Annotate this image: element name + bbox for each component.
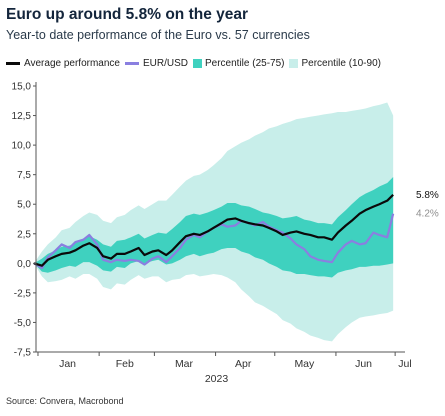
x-tick-label: May bbox=[294, 358, 315, 370]
y-tick-label: 15,0 bbox=[12, 82, 32, 93]
legend-swatch-p2575 bbox=[193, 58, 202, 68]
y-tick-label: -7,5 bbox=[14, 348, 32, 359]
y-tick-label: 2,5 bbox=[17, 229, 31, 240]
y-tick-label: 7,5 bbox=[17, 170, 31, 181]
x-tick-label: Feb bbox=[116, 358, 134, 370]
y-tick-label: -2,5 bbox=[14, 288, 32, 299]
legend-item-p1090: Percentile (10-90) bbox=[289, 57, 381, 69]
legend-item-average: Average performance bbox=[6, 58, 120, 69]
x-tick-label: Jan bbox=[59, 358, 76, 370]
end-label-eurusd: 4.2% bbox=[416, 209, 439, 220]
legend-label-p2575: Percentile (25-75) bbox=[205, 57, 285, 69]
y-tick-label: 12,5 bbox=[12, 111, 32, 122]
y-tick-label: 0,0 bbox=[17, 259, 31, 270]
chart-subtitle: Year-to date performance of the Euro vs.… bbox=[6, 28, 310, 42]
end-label-average: 5.8% bbox=[416, 190, 439, 201]
legend-swatch-average bbox=[6, 61, 20, 65]
legend-swatch-p1090 bbox=[289, 58, 299, 68]
legend-label-average: Average performance bbox=[24, 57, 120, 69]
legend-label-p1090: Percentile (10-90) bbox=[301, 57, 381, 69]
y-tick-label: 5,0 bbox=[17, 200, 31, 211]
x-tick-label: Jun bbox=[355, 358, 372, 370]
x-tick-label: Mar bbox=[175, 358, 194, 370]
x-tick-label: Apr bbox=[235, 358, 252, 370]
chart-legend: Average performance EUR/USD Percentile (… bbox=[6, 56, 386, 70]
series-line-average bbox=[33, 193, 394, 267]
y-tick-label: -5,0 bbox=[14, 318, 32, 329]
x-axis-label: 2023 bbox=[205, 373, 229, 385]
source-note: Source: Convera, Macrobond bbox=[6, 396, 124, 406]
legend-item-eurusd: EUR/USD bbox=[124, 57, 188, 69]
chart-title: Euro up around 5.8% on the year bbox=[6, 6, 249, 23]
y-tick-label: 10,0 bbox=[12, 141, 32, 152]
x-tick-label: Jul bbox=[398, 358, 411, 370]
legend-item-p2575: Percentile (25-75) bbox=[193, 58, 284, 69]
legend-swatch-eurusd bbox=[124, 61, 139, 65]
legend-label-eurusd: EUR/USD bbox=[142, 57, 188, 69]
